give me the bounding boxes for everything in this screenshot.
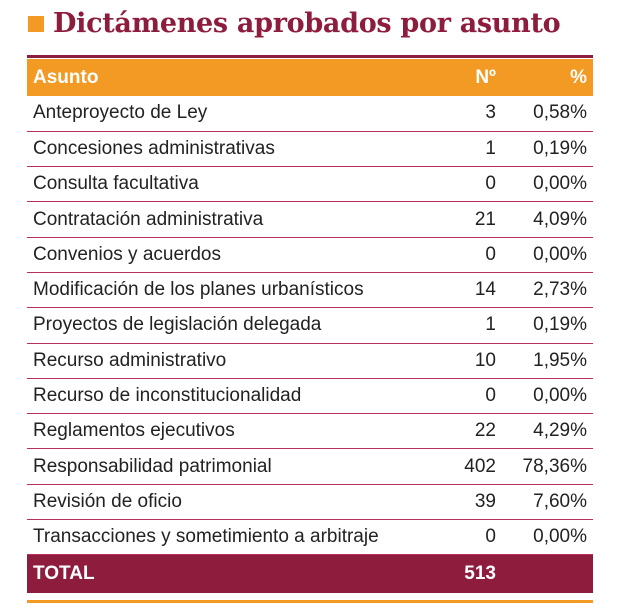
cell-percent: 0,19% — [502, 307, 593, 344]
cell-percent: 4,29% — [502, 413, 593, 450]
header-asunto: Asunto — [33, 66, 99, 88]
table-header: Asunto Nº % — [27, 59, 593, 96]
cell-percent: 0,00% — [502, 378, 593, 415]
cell-percent: 78,36% — [502, 448, 593, 485]
cell-percent: 4,09% — [502, 201, 593, 238]
cell-percent: 0,00% — [502, 166, 593, 203]
cell-percent: 2,73% — [502, 272, 593, 309]
cell-count: 0 — [422, 519, 502, 556]
cell-count: 1 — [422, 307, 502, 344]
table-row: Consulta facultativa 0 0,00% — [27, 166, 593, 203]
cell-asunto: Concesiones administrativas — [27, 131, 422, 168]
cell-count: 10 — [422, 343, 502, 379]
cell-percent: 0,00% — [502, 519, 593, 556]
cell-count: 0 — [422, 237, 502, 273]
table-row: Anteproyecto de Ley 3 0,58% — [27, 96, 593, 132]
table-footer: TOTAL 513 — [27, 554, 593, 593]
cell-count: 1 — [422, 131, 502, 168]
total-label: TOTAL — [33, 563, 95, 585]
header-row: Asunto Nº % — [27, 59, 593, 96]
cell-asunto: Consulta facultativa — [27, 166, 422, 203]
header-count: Nº — [475, 66, 496, 88]
cell-asunto: Reglamentos ejecutivos — [27, 413, 422, 450]
cell-asunto: Contratación administrativa — [27, 201, 422, 238]
table-body: Anteproyecto de Ley 3 0,58% Concesiones … — [27, 96, 593, 556]
table-row: Convenios y acuerdos 0 0,00% — [27, 237, 593, 273]
page-title: Dictámenes aprobados por asunto — [53, 7, 561, 39]
cell-asunto: Modificación de los planes urbanísticos — [27, 272, 422, 309]
cell-asunto: Transacciones y sometimiento a arbitraje — [27, 519, 422, 556]
cell-asunto: Convenios y acuerdos — [27, 237, 422, 273]
dictamenes-table: Asunto Nº % Anteproyecto de Ley 3 0,58% … — [27, 59, 593, 593]
table-row: Revisión de oficio 39 7,60% — [27, 484, 593, 521]
cell-count: 39 — [422, 484, 502, 521]
cell-count: 3 — [422, 96, 502, 132]
cell-percent: 7,60% — [502, 484, 593, 521]
total-percent — [502, 555, 593, 593]
cell-count: 0 — [422, 166, 502, 203]
cell-asunto: Proyectos de legislación delegada — [27, 307, 422, 344]
cell-count: 14 — [422, 272, 502, 309]
cell-count: 21 — [422, 201, 502, 238]
table-row: Contratación administrativa 21 4,09% — [27, 201, 593, 238]
cell-count: 402 — [422, 448, 502, 485]
table-row: Modificación de los planes urbanísticos … — [27, 272, 593, 309]
table-row: Recurso administrativo 10 1,95% — [27, 343, 593, 379]
cell-asunto: Recurso de inconstitucionalidad — [27, 378, 422, 415]
table-row: Reglamentos ejecutivos 22 4,29% — [27, 413, 593, 450]
cell-count: 22 — [422, 413, 502, 450]
cell-asunto: Anteproyecto de Ley — [27, 96, 422, 132]
table-row: Proyectos de legislación delegada 1 0,19… — [27, 307, 593, 344]
square-bullet-icon — [28, 16, 44, 32]
cell-asunto: Responsabilidad patrimonial — [27, 448, 422, 485]
cell-percent: 1,95% — [502, 343, 593, 379]
top-divider — [27, 55, 593, 58]
cell-count: 0 — [422, 378, 502, 415]
total-row: TOTAL 513 — [27, 554, 593, 593]
total-count: 513 — [464, 563, 496, 585]
cell-asunto: Revisión de oficio — [27, 484, 422, 521]
table-row: Transacciones y sometimiento a arbitraje… — [27, 519, 593, 556]
table-row: Recurso de inconstitucionalidad 0 0,00% — [27, 378, 593, 415]
header-percent: % — [570, 66, 587, 88]
table-row: Responsabilidad patrimonial 402 78,36% — [27, 448, 593, 485]
cell-percent: 0,00% — [502, 237, 593, 273]
table-row: Concesiones administrativas 1 0,19% — [27, 131, 593, 168]
bottom-divider — [27, 600, 593, 603]
cell-percent: 0,58% — [502, 96, 593, 132]
cell-percent: 0,19% — [502, 131, 593, 168]
cell-asunto: Recurso administrativo — [27, 343, 422, 379]
title-block: Dictámenes aprobados por asunto — [28, 6, 561, 40]
